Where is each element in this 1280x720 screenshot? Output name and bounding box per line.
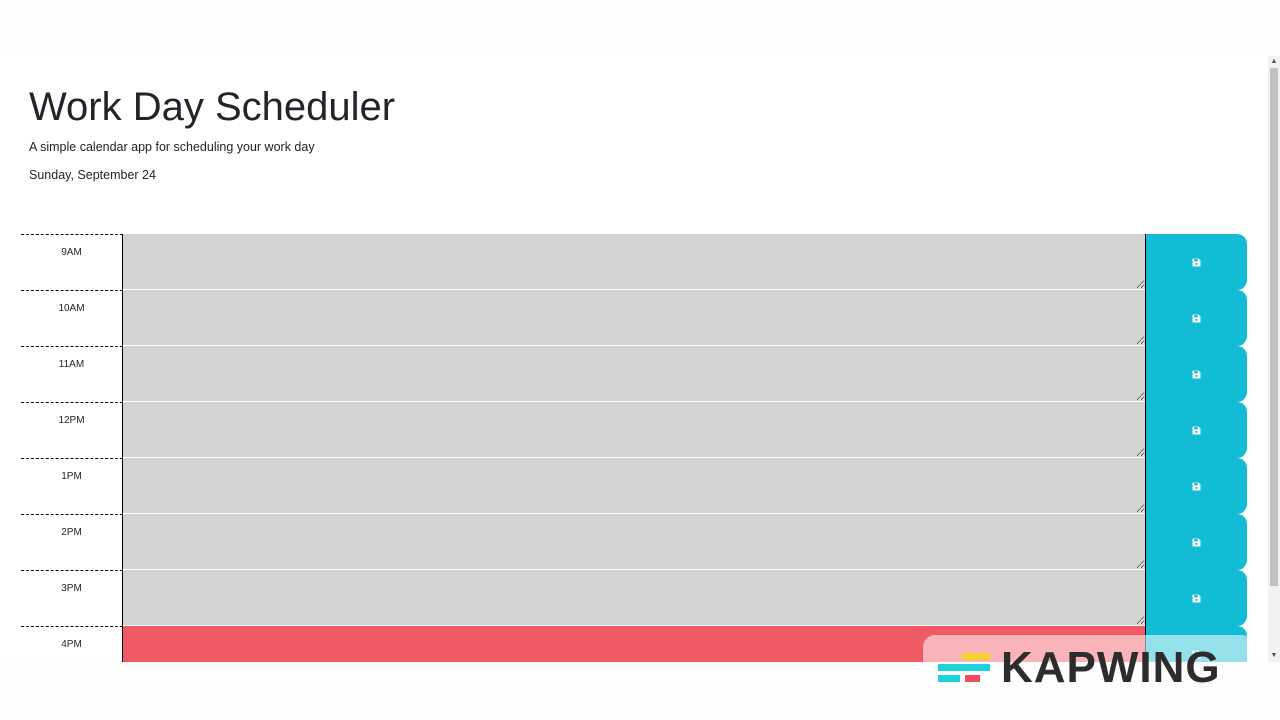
description-input[interactable]: [123, 234, 1145, 290]
time-block: 11AM: [21, 346, 1247, 402]
save-button[interactable]: [1145, 570, 1247, 626]
time-block: 2PM: [21, 514, 1247, 570]
time-block-list: 9AM 10AM 11AM 12PM 1PM 2PM: [21, 234, 1247, 662]
time-block: 10AM: [21, 290, 1247, 346]
hour-label: 3PM: [21, 570, 123, 626]
save-button[interactable]: [1145, 290, 1247, 346]
time-block: 9AM: [21, 234, 1247, 290]
vertical-scrollbar[interactable]: ▲ ▼: [1268, 56, 1280, 662]
floppy-disk-icon: [1192, 482, 1201, 490]
hour-label: 4PM: [21, 626, 123, 662]
description-input[interactable]: [123, 346, 1145, 402]
floppy-disk-icon: [1192, 538, 1201, 546]
hour-label: 11AM: [21, 346, 123, 402]
scroll-down-arrow-icon[interactable]: ▼: [1270, 652, 1278, 659]
time-block: 1PM: [21, 458, 1247, 514]
page-title: Work Day Scheduler: [29, 85, 396, 129]
page-viewport: Work Day Scheduler A simple calendar app…: [0, 56, 1268, 662]
save-button[interactable]: [1145, 402, 1247, 458]
floppy-disk-icon: [1192, 258, 1201, 266]
hour-label: 2PM: [21, 514, 123, 570]
jumbotron: Work Day Scheduler A simple calendar app…: [29, 84, 395, 182]
scroll-up-arrow-icon[interactable]: ▲: [1270, 58, 1278, 65]
hour-label: 9AM: [21, 234, 123, 290]
time-block: 12PM: [21, 402, 1247, 458]
floppy-disk-icon: [1192, 314, 1201, 322]
page-subtitle: A simple calendar app for scheduling you…: [29, 140, 315, 154]
save-button[interactable]: [1145, 234, 1247, 290]
time-block: 3PM: [21, 570, 1247, 626]
kapwing-watermark: KAPWING: [923, 635, 1253, 695]
description-input[interactable]: [123, 290, 1145, 346]
kapwing-logo-icon: [938, 653, 990, 685]
hour-label: 10AM: [21, 290, 123, 346]
description-input[interactable]: [123, 626, 1145, 662]
save-button[interactable]: [1145, 346, 1247, 402]
floppy-disk-icon: [1192, 370, 1201, 378]
scrollbar-thumb[interactable]: [1270, 68, 1278, 586]
hour-label: 12PM: [21, 402, 123, 458]
save-button[interactable]: [1145, 514, 1247, 570]
description-input[interactable]: [123, 570, 1145, 626]
browser-top-area: [0, 0, 1280, 56]
description-input[interactable]: [123, 402, 1145, 458]
current-day: Sunday, September 24: [29, 168, 156, 182]
watermark-text: KAPWING: [1001, 643, 1221, 692]
description-input[interactable]: [123, 514, 1145, 570]
save-button[interactable]: [1145, 458, 1247, 514]
description-input[interactable]: [123, 458, 1145, 514]
floppy-disk-icon: [1192, 426, 1201, 434]
hour-label: 1PM: [21, 458, 123, 514]
floppy-disk-icon: [1192, 594, 1201, 602]
time-block: 4PM: [21, 626, 1247, 662]
